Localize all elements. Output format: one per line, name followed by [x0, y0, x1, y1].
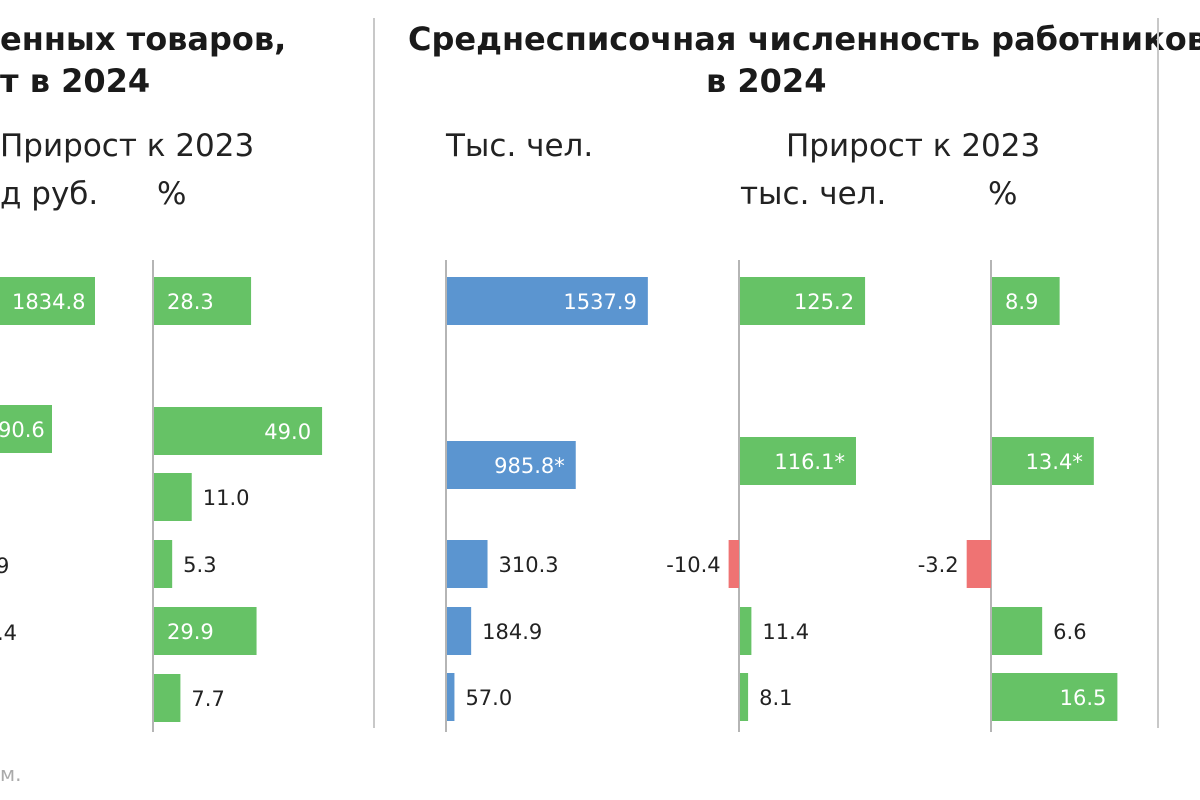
- bar-chart-4-3: [992, 607, 1043, 655]
- bar-label-left-abs-0: 1834.8: [12, 290, 85, 314]
- bar-chart-2-1: [447, 441, 576, 489]
- bar-label-chart-1-1: 49.0: [264, 420, 311, 444]
- left-header-unit-a: д руб.: [0, 176, 99, 212]
- right-header-unit-a: тыс. чел.: [740, 176, 887, 212]
- bar-label-chart-1-0: 28.3: [167, 290, 214, 314]
- bar-chart-3-4: [740, 673, 749, 721]
- bar-label-chart-2-3: 184.9: [482, 620, 542, 644]
- footnote: м.: [0, 762, 22, 786]
- bar-label-left-abs-3: 9: [0, 554, 9, 578]
- bar-label-chart-2-1: 985.8*: [494, 454, 565, 478]
- bar-label-chart-3-2: -10.4: [666, 553, 720, 577]
- left-header-group: Прирост к 2023: [0, 128, 255, 164]
- bar-chart-2-4: [447, 673, 455, 721]
- bar-label-left-abs-4: .4: [0, 621, 17, 645]
- bar-chart-2-3: [447, 607, 472, 655]
- bar-label-chart-3-1: 116.1*: [774, 450, 845, 474]
- bar-chart-1-4: [154, 607, 257, 655]
- bar-chart-4-0: [992, 277, 1060, 325]
- bar-label-chart-2-2: 310.3: [499, 553, 559, 577]
- bar-label-chart-3-0: 125.2: [794, 290, 854, 314]
- left-header-unit-b: %: [157, 176, 187, 212]
- bar-chart-4-4: [992, 673, 1118, 721]
- bar-chart-2-0: [447, 277, 648, 325]
- bar-chart-3-2: [728, 540, 739, 588]
- left-title-line2: т в 2024: [0, 62, 151, 100]
- bar-label-chart-3-4: 8.1: [759, 686, 792, 710]
- bar-label-chart-2-0: 1537.9: [563, 290, 636, 314]
- bar-chart-4-2: [966, 540, 991, 588]
- bar-label-left-abs-1: 90.6: [0, 418, 45, 442]
- bar-chart-1-1: [154, 407, 323, 455]
- bar-chart-3-1: [740, 437, 856, 485]
- bar-label-chart-1-2: 11.0: [203, 486, 250, 510]
- bar-chart-4-1: [992, 437, 1094, 485]
- bar-label-chart-1-3: 5.3: [183, 553, 216, 577]
- bar-chart-1-2: [154, 473, 192, 521]
- bar-left-abs-0: [0, 277, 95, 325]
- bar-chart-1-3: [154, 540, 173, 588]
- bar-chart-2-2: [447, 540, 488, 588]
- left-title-line1: енных товаров,: [0, 20, 287, 58]
- bar-chart-1-0: [154, 277, 252, 325]
- bar-label-chart-4-1: 13.4*: [1026, 450, 1083, 474]
- right-title-line1: Среднесписочная численность работников: [408, 20, 1200, 58]
- bar-left-abs-1: [0, 405, 52, 453]
- bar-label-chart-4-4: 16.5: [1060, 686, 1107, 710]
- bar-chart-1-5: [154, 674, 181, 722]
- right-header-group: Прирост к 2023: [786, 128, 1041, 164]
- bar-label-chart-3-3: 11.4: [762, 620, 809, 644]
- bar-chart-3-3: [740, 607, 752, 655]
- bar-chart-3-0: [740, 277, 866, 325]
- bar-label-chart-1-4: 29.9: [167, 620, 214, 644]
- bar-label-chart-2-4: 57.0: [465, 686, 512, 710]
- bar-label-chart-4-2: -3.2: [918, 553, 959, 577]
- right-title-line2: в 2024: [706, 62, 827, 100]
- bar-label-chart-4-0: 8.9: [1005, 290, 1038, 314]
- bar-label-chart-1-5: 7.7: [191, 687, 224, 711]
- right-header-unit-b: %: [988, 176, 1018, 212]
- right-header-abs: Тыс. чел.: [446, 128, 594, 164]
- bar-label-chart-4-3: 6.6: [1053, 620, 1086, 644]
